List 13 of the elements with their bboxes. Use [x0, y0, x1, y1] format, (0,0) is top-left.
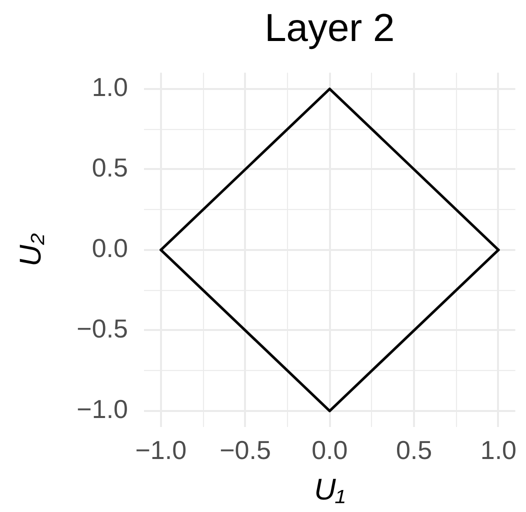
chart-title: Layer 2 — [264, 7, 395, 50]
y-tick-label: 0.5 — [92, 152, 128, 183]
x-tick-label: 0.5 — [396, 434, 432, 465]
y-tick-label: −0.5 — [76, 314, 128, 344]
y-tick-label: 0.0 — [92, 233, 128, 264]
y-tick-label: 1.0 — [92, 72, 128, 102]
x-tick-label: 1.0 — [480, 434, 517, 465]
x-axis-title: U₁ — [314, 473, 346, 506]
x-tick-label: 0.0 — [312, 434, 348, 465]
x-tick-label: −0.5 — [220, 434, 271, 465]
y-tick-label: −1.0 — [76, 394, 128, 424]
y-axis-title: U₂ — [14, 232, 48, 266]
x-tick-label: −1.0 — [135, 434, 187, 465]
